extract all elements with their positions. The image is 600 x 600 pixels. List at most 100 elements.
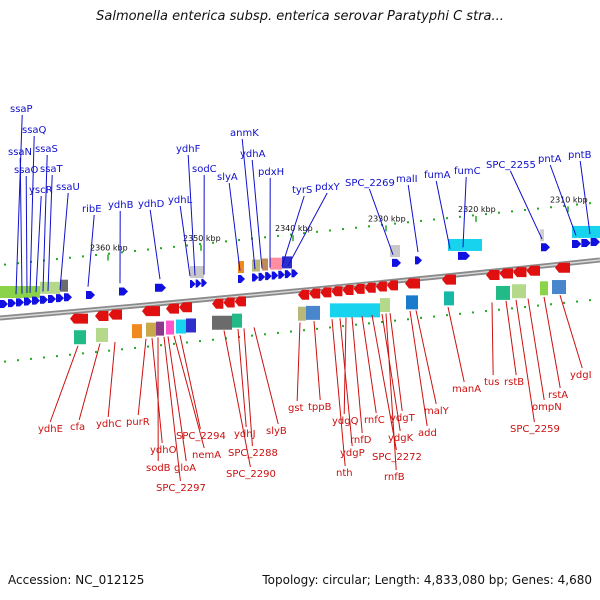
forward-gene-label: pntB [568,150,592,161]
inner-tick-dot [186,341,188,344]
reverse-feature-box [132,324,142,339]
outer-tick-dot [95,254,97,257]
reverse-gene-label: rnfD [350,435,372,446]
inner-tick-dot [394,319,396,322]
outer-tick-dot [303,232,305,235]
inner-tick-dot [160,344,162,347]
forward-arrow [252,273,259,282]
forward-arrow [258,272,266,281]
forward-arrow [40,295,48,304]
forward-arrow [415,256,422,265]
outer-tick-dot [420,219,422,222]
reverse-feature-box [186,318,196,333]
outer-tick-dot [407,221,409,224]
outer-tick-dot [394,222,396,225]
reverse-arrow [375,281,387,292]
reverse-gene-label: ydhJ [234,429,256,440]
forward-arrow [392,258,401,267]
reverse-gene-label: rstA [548,390,568,401]
reverse-gene-label: gloA [174,463,196,474]
forward-leader-line [47,174,53,291]
outer-tick-dot [433,218,435,221]
reverse-leader-line [137,338,147,416]
forward-arrow [0,300,8,308]
inner-tick-dot [82,352,84,355]
reverse-arrow [309,288,321,299]
inner-tick-dot [277,331,279,334]
inner-tick-dot [329,326,331,329]
forward-arrow [16,298,24,307]
reverse-feature-box [512,284,526,299]
reverse-leader-line [381,313,401,432]
forward-feature-box [40,281,60,294]
reverse-gene-label: SPC_2297 [156,483,206,494]
forward-gene-label: malI [396,174,418,185]
forward-leader-line [281,195,305,267]
outer-tick-dot [498,211,500,214]
forward-gene-label: ribE [82,204,102,215]
kbp-label: 2310 kbp [550,195,588,204]
outer-tick-dot [238,239,240,242]
reverse-gene-label: purR [126,417,150,428]
forward-arrow [238,275,245,284]
outer-tick-dot [290,233,292,236]
reverse-leader-line [223,330,251,468]
reverse-feature-box [540,281,548,296]
reverse-arrow [486,269,500,280]
reverse-leader-line [505,300,517,376]
reverse-arrow [179,302,192,313]
inner-tick-dot [43,356,45,359]
reverse-feature-box [552,280,566,295]
outer-tick-dot [446,217,448,220]
forward-feature-box [0,286,40,298]
reverse-gene-label: sodB [146,463,171,474]
forward-leader-line [19,157,23,294]
forward-gene-label: fumA [424,170,451,181]
reverse-leader-line [107,341,116,418]
outer-tick-dot [82,255,84,258]
reverse-gene-label: SPC_2288 [228,448,278,459]
forward-arrow [271,271,279,280]
inner-tick-dot [550,303,552,306]
reverse-arrow [142,306,160,317]
reverse-arrow [320,287,332,298]
forward-arrow [64,293,72,302]
inner-tick-dot [563,301,565,304]
inner-tick-dot [381,320,383,323]
inner-tick-dot [498,308,500,311]
inner-tick-dot [407,318,409,321]
outer-tick-dot [121,251,123,254]
inner-tick-dot [524,305,526,308]
reverse-leader-line [559,295,583,369]
reverse-gene-label: malY [424,406,450,417]
forward-feature-box [190,266,204,279]
forward-gene-label: ssaT [40,164,64,175]
reverse-gene-label: tus [484,377,499,388]
outer-tick-dot [108,252,110,255]
reverse-leader-line [78,343,101,421]
outer-tick-dot [576,203,578,206]
reverse-gene-label: tppB [308,402,332,413]
forward-leader-line [579,160,591,235]
forward-leader-line [35,195,42,293]
reverse-gene-label: ydhO [150,445,177,456]
reverse-gene-label: SPC_2259 [510,424,560,435]
reverse-arrow [353,283,365,294]
reverse-leader-line [351,316,363,434]
outer-tick-dot [550,206,552,209]
forward-arrow [195,279,202,288]
forward-leader-line [29,135,35,293]
inner-tick-dot [589,299,591,302]
reverse-leader-line [167,336,187,462]
forward-leader-line [59,192,69,290]
forward-gene-label: ydhB [108,200,134,211]
forward-gene-label: sodC [192,164,217,175]
inner-tick-dot [511,307,513,310]
inner-tick-dot [433,315,435,318]
reverse-feature-box [156,321,164,336]
outer-tick-dot [472,214,474,217]
forward-arrow [86,290,95,299]
outer-tick-dot [537,207,539,210]
forward-feature-box [540,229,544,242]
